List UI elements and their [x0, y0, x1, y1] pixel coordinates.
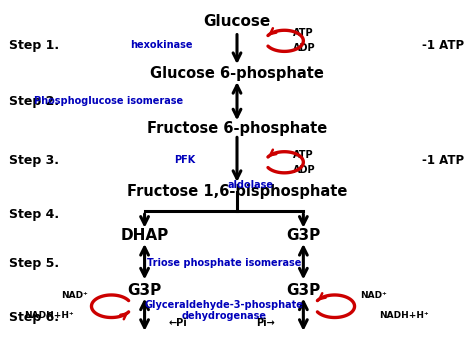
Text: G3P: G3P [286, 228, 320, 243]
Text: -1 ATP: -1 ATP [422, 39, 465, 52]
Text: Step 3.: Step 3. [9, 154, 59, 166]
Text: hexokinase: hexokinase [130, 40, 192, 50]
Text: NADH+H⁺: NADH+H⁺ [379, 310, 429, 320]
Text: ATP: ATP [292, 29, 313, 38]
Text: Step 5.: Step 5. [9, 258, 60, 270]
Text: NADH+H⁺: NADH+H⁺ [24, 310, 73, 320]
Text: Step 2.: Step 2. [9, 95, 60, 108]
Text: DHAP: DHAP [120, 228, 169, 243]
Text: aldolase: aldolase [227, 180, 273, 190]
Text: G3P: G3P [128, 283, 162, 298]
Text: Step 4.: Step 4. [9, 208, 60, 221]
Text: Pi→: Pi→ [256, 318, 275, 328]
Text: -1 ATP: -1 ATP [422, 154, 465, 166]
Text: Triose phosphate isomerase: Triose phosphate isomerase [146, 258, 301, 268]
Text: Glucose: Glucose [203, 14, 271, 29]
Text: Step 1.: Step 1. [9, 39, 60, 52]
Text: Fructose 1,6-bisphosphate: Fructose 1,6-bisphosphate [127, 184, 347, 199]
Text: Glucose 6-phosphate: Glucose 6-phosphate [150, 67, 324, 81]
Text: G3P: G3P [286, 283, 320, 298]
Text: ADP: ADP [292, 43, 315, 53]
Text: ATP: ATP [292, 150, 313, 160]
Text: ADP: ADP [292, 165, 315, 175]
Text: PFK: PFK [174, 155, 195, 165]
Text: Fructose 6-phosphate: Fructose 6-phosphate [147, 121, 327, 136]
Text: Phosphoglucose isomerase: Phosphoglucose isomerase [35, 96, 183, 106]
Text: NAD⁺: NAD⁺ [61, 291, 88, 300]
Text: ←Pi: ←Pi [168, 318, 187, 328]
Text: Step 6.: Step 6. [9, 311, 59, 324]
Text: Glyceraldehyde-3-phosphate
dehydrogenase: Glyceraldehyde-3-phosphate dehydrogenase [144, 300, 303, 321]
Text: NAD⁺: NAD⁺ [360, 291, 387, 300]
